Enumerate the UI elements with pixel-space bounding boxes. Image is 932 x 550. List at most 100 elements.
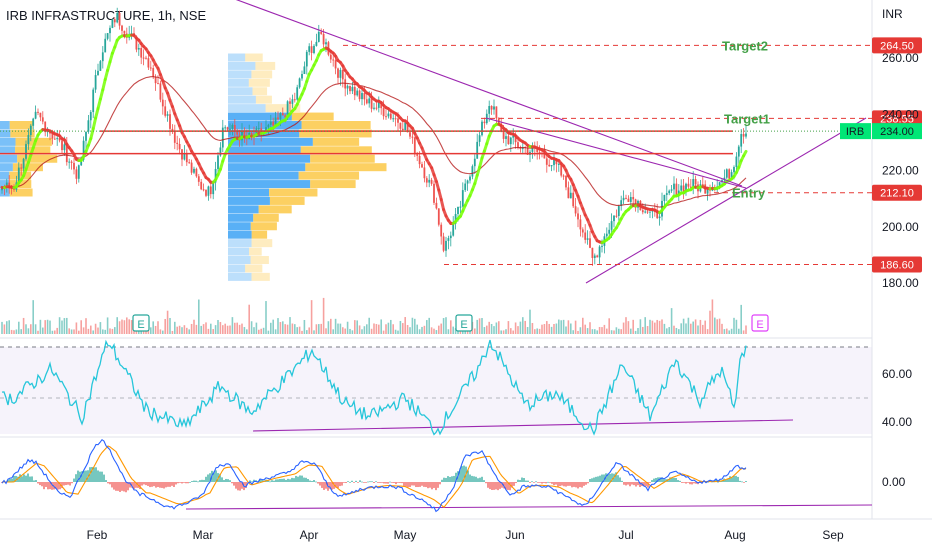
candle-body (476, 141, 479, 159)
macd-histogram-bar (383, 482, 385, 484)
volume-bar (73, 329, 75, 334)
macd-histogram-bar (9, 478, 11, 482)
macd-histogram-bar (197, 481, 199, 483)
candle-body (649, 211, 651, 213)
macd-histogram-bar (99, 471, 101, 482)
volume-profile-sell-bar (251, 230, 268, 239)
volume-bar (414, 318, 416, 334)
volume-bar (114, 327, 116, 334)
volume-bar (183, 325, 186, 334)
macd-histogram-bar (673, 477, 675, 482)
candle-body (399, 122, 402, 129)
volume-bar (474, 328, 476, 334)
macd-histogram-bar (507, 482, 509, 490)
macd-signal-line (2, 445, 747, 508)
macd-histogram-bar (745, 481, 747, 482)
candle-body (514, 135, 517, 143)
macd-histogram-bar (417, 482, 419, 488)
macd-histogram-bar (83, 470, 85, 482)
volume-bar (608, 318, 610, 334)
macd-histogram-bar (279, 478, 281, 482)
macd-histogram-bar (121, 482, 123, 491)
macd-histogram-bar (545, 482, 547, 484)
candle-body (365, 99, 368, 104)
candle-body (377, 102, 380, 108)
volume-profile-sell-bar (255, 95, 272, 104)
macd-histogram-bar (617, 475, 619, 482)
macd-histogram-bar (715, 479, 717, 482)
volume-bar (718, 318, 721, 334)
volume-bar (543, 324, 546, 334)
macd-histogram-bar (435, 482, 437, 491)
candle-body (507, 136, 510, 145)
volume-bar (450, 320, 452, 334)
candle-body (733, 166, 735, 173)
volume-bar (745, 325, 747, 334)
time-axis-label: Mar (193, 528, 214, 542)
volume-bar (13, 330, 15, 334)
candle-body (92, 89, 95, 113)
macd-histogram-bar (649, 482, 651, 483)
volume-bar (476, 319, 478, 334)
candle-body (543, 153, 546, 159)
candle-body (289, 101, 291, 104)
volume-bar (567, 320, 570, 334)
volume-bar (454, 328, 457, 334)
volume-bar (627, 321, 630, 334)
symbol-tag (840, 123, 871, 140)
volume-bar (517, 326, 519, 334)
volume-profile-sell-bar (305, 163, 387, 172)
volume-bar (37, 330, 39, 334)
macd-histogram-bar (233, 482, 235, 486)
candle-body (593, 255, 596, 258)
volume-bar (15, 329, 18, 334)
candle-body (567, 187, 570, 199)
candle-body (101, 52, 104, 62)
candle-body (209, 186, 212, 195)
volume-bar (224, 323, 226, 334)
volume-bar (78, 330, 80, 334)
candle-body (526, 147, 529, 155)
macd-histogram-bar (65, 482, 67, 486)
candle-body (25, 144, 27, 159)
macd-histogram-bar (683, 482, 685, 483)
macd-histogram-bar (371, 481, 373, 483)
macd-histogram-bar (359, 480, 361, 482)
macd-histogram-bar (223, 480, 225, 482)
candle-body (89, 112, 92, 121)
macd-histogram-bar (107, 482, 109, 484)
time-axis-label: May (394, 528, 417, 542)
macd-histogram-bar (735, 475, 737, 482)
volume-bar (685, 323, 687, 334)
macd-histogram-bar (685, 482, 687, 484)
price-axis-tick-label: 240.00 (882, 107, 919, 121)
volume-bar (294, 324, 296, 334)
volume-bar (87, 328, 90, 334)
volume-bar (159, 329, 162, 334)
candle-body (493, 106, 495, 110)
volume-bar (486, 325, 488, 334)
volume-bar (428, 317, 430, 334)
macd-histogram-bar (51, 482, 53, 490)
level-price-tag-label: 238.55 (880, 113, 914, 125)
macd-histogram-bar (423, 482, 425, 487)
volume-bar (541, 324, 543, 334)
candle-body (61, 140, 63, 151)
volume-bar (368, 317, 370, 334)
volume-bar (546, 321, 548, 334)
fast-ma-falling-segment (439, 197, 446, 212)
macd-histogram-bar (155, 482, 157, 488)
macd-histogram-bar (17, 476, 19, 482)
candle-body (301, 74, 303, 79)
candle-body (195, 168, 198, 177)
macd-histogram-bar (11, 478, 13, 482)
volume-bar (582, 317, 584, 334)
candle-body (68, 161, 71, 163)
volume-bar (346, 321, 349, 334)
volume-bar (334, 318, 337, 334)
volume-bar (267, 330, 270, 334)
rsi-axis-tick-label: 60.00 (882, 367, 912, 381)
volume-bar (8, 320, 10, 334)
macd-histogram-bar (351, 480, 353, 482)
